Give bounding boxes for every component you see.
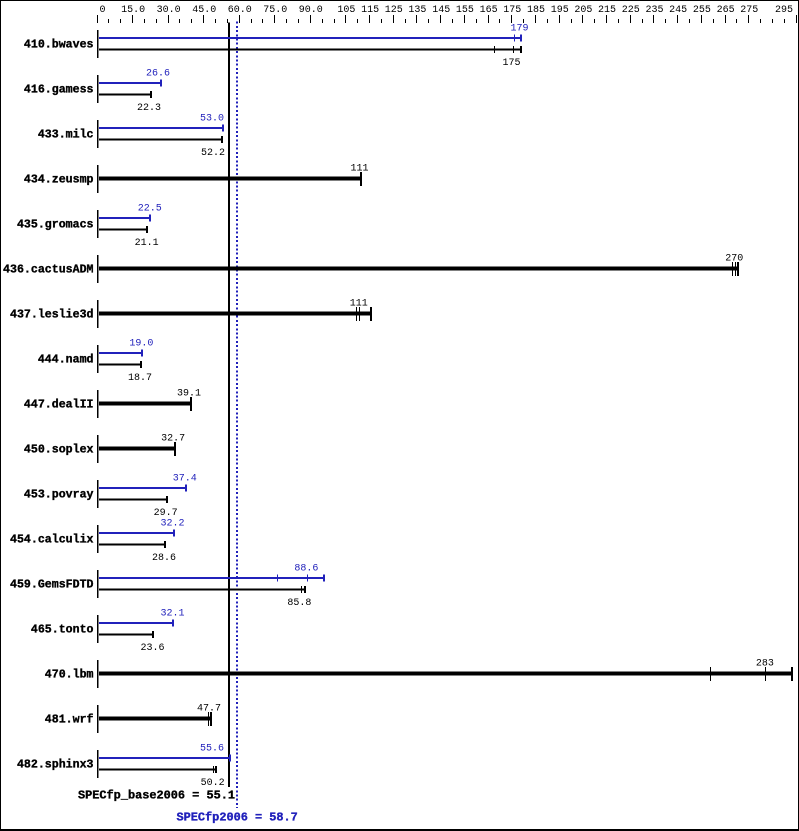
svg-text:255: 255 <box>693 5 711 16</box>
svg-text:185: 185 <box>527 5 545 16</box>
svg-text:450.soplex: 450.soplex <box>24 443 94 456</box>
svg-text:60.0: 60.0 <box>228 5 252 16</box>
svg-text:19.0: 19.0 <box>129 339 153 350</box>
svg-text:453.povray: 453.povray <box>24 488 94 501</box>
svg-text:470.lbm: 470.lbm <box>45 668 94 681</box>
svg-text:0: 0 <box>99 5 105 16</box>
svg-text:175: 175 <box>502 58 520 69</box>
svg-text:145: 145 <box>432 5 450 16</box>
svg-text:32.2: 32.2 <box>160 519 184 530</box>
svg-text:75.0: 75.0 <box>263 5 287 16</box>
svg-text:265: 265 <box>717 5 735 16</box>
svg-text:434.zeusmp: 434.zeusmp <box>24 173 94 186</box>
svg-text:135: 135 <box>408 5 426 16</box>
svg-text:416.gamess: 416.gamess <box>24 83 94 96</box>
svg-text:50.2: 50.2 <box>201 778 225 789</box>
svg-text:465.tonto: 465.tonto <box>31 623 94 636</box>
svg-text:275: 275 <box>740 5 758 16</box>
svg-text:23.6: 23.6 <box>140 643 164 654</box>
svg-text:26.6: 26.6 <box>146 69 170 80</box>
svg-text:245: 245 <box>669 5 687 16</box>
svg-text:37.4: 37.4 <box>173 474 197 485</box>
svg-text:28.6: 28.6 <box>152 553 176 564</box>
svg-text:447.dealII: 447.dealII <box>24 398 94 411</box>
svg-text:55.6: 55.6 <box>200 744 224 755</box>
svg-text:22.5: 22.5 <box>138 204 162 215</box>
svg-text:205: 205 <box>574 5 592 16</box>
svg-text:179: 179 <box>510 24 528 35</box>
svg-text:410.bwaves: 410.bwaves <box>24 38 94 51</box>
svg-text:30.0: 30.0 <box>157 5 181 16</box>
svg-text:85.8: 85.8 <box>287 598 311 609</box>
svg-text:444.namd: 444.namd <box>38 353 94 366</box>
svg-text:435.gromacs: 435.gromacs <box>17 218 94 231</box>
svg-text:21.1: 21.1 <box>135 238 159 249</box>
svg-text:433.milc: 433.milc <box>38 128 94 141</box>
svg-text:47.7: 47.7 <box>197 703 221 714</box>
svg-text:482.sphinx3: 482.sphinx3 <box>17 758 94 771</box>
svg-text:45.0: 45.0 <box>192 5 216 16</box>
svg-text:215: 215 <box>598 5 616 16</box>
svg-text:SPECfp_base2006 = 55.1: SPECfp_base2006 = 55.1 <box>78 789 235 803</box>
svg-text:235: 235 <box>645 5 663 16</box>
svg-text:105: 105 <box>337 5 355 16</box>
svg-text:459.GemsFDTD: 459.GemsFDTD <box>10 578 94 591</box>
svg-text:SPECfp2006 = 58.7: SPECfp2006 = 58.7 <box>177 811 298 825</box>
svg-text:454.calculix: 454.calculix <box>10 533 94 546</box>
svg-text:165: 165 <box>480 5 498 16</box>
svg-text:436.cactusADM: 436.cactusADM <box>3 263 93 276</box>
svg-text:111: 111 <box>350 163 368 174</box>
svg-text:111: 111 <box>350 298 368 309</box>
svg-text:32.7: 32.7 <box>161 433 185 444</box>
svg-text:195: 195 <box>551 5 569 16</box>
svg-text:437.leslie3d: 437.leslie3d <box>10 308 94 321</box>
svg-text:155: 155 <box>456 5 474 16</box>
svg-text:29.7: 29.7 <box>154 508 178 519</box>
svg-text:53.0: 53.0 <box>200 114 224 125</box>
svg-text:52.2: 52.2 <box>201 148 225 159</box>
svg-text:32.1: 32.1 <box>160 609 184 620</box>
svg-text:295: 295 <box>775 5 793 16</box>
svg-text:125: 125 <box>385 5 403 16</box>
svg-text:225: 225 <box>622 5 640 16</box>
svg-text:270: 270 <box>725 253 743 264</box>
svg-text:481.wrf: 481.wrf <box>45 713 94 726</box>
svg-text:18.7: 18.7 <box>128 373 152 384</box>
svg-text:90.0: 90.0 <box>299 5 323 16</box>
svg-text:283: 283 <box>756 658 774 669</box>
svg-text:22.3: 22.3 <box>137 103 161 114</box>
svg-text:39.1: 39.1 <box>177 388 201 399</box>
svg-text:175: 175 <box>503 5 521 16</box>
svg-text:88.6: 88.6 <box>294 564 318 575</box>
svg-text:15.0: 15.0 <box>121 5 145 16</box>
svg-text:115: 115 <box>361 5 379 16</box>
